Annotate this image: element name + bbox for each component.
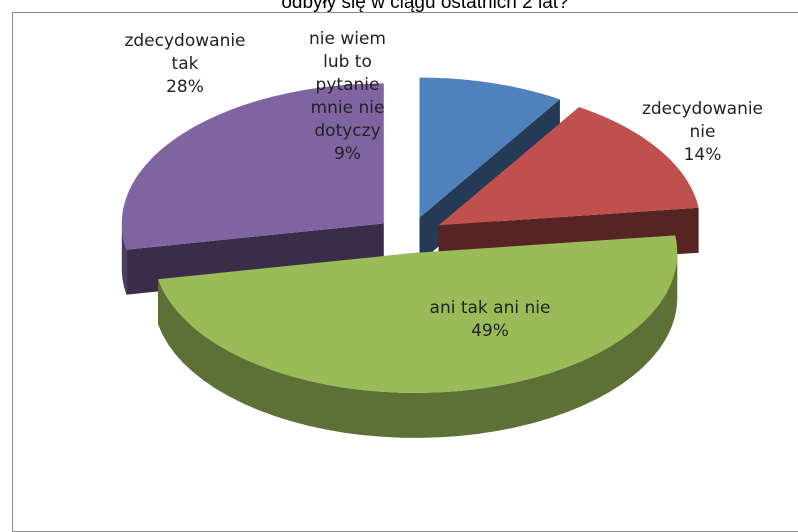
pie-slice [121, 83, 384, 250]
slice-side [121, 223, 127, 295]
category-label: nie wiem lub to pytanie mnie nie dotyczy [308, 29, 386, 141]
pie-slice [158, 235, 678, 393]
pie-slice [438, 107, 699, 226]
slice-side [158, 252, 678, 438]
slice-label: zdecydowanie nie 14% [640, 98, 765, 167]
value-label: 14% [683, 145, 722, 165]
slice-label: ani tak ani nie 49% [410, 297, 570, 343]
value-label: 28% [166, 77, 204, 97]
value-label: 9% [334, 144, 361, 164]
slice-label: nie wiem lub to pytanie mnie nie dotyczy… [300, 28, 395, 166]
category-label: zdecydowanie tak [124, 31, 246, 74]
pie-chart [121, 77, 699, 438]
category-label: ani tak ani nie [429, 298, 551, 318]
slice-label: zdecydowanie tak 28% [120, 30, 250, 99]
pie-slice [419, 77, 560, 218]
value-label: 49% [471, 321, 509, 341]
category-label: zdecydowanie nie [641, 99, 764, 142]
chart-title: odbyły się w ciągu ostatnich 2 lat? [281, 0, 569, 13]
page: {"chart_data": {"type": "pie", "title": … [12, 0, 798, 532]
